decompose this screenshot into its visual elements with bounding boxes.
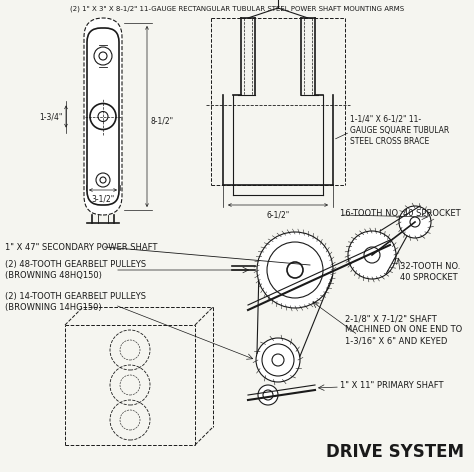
Text: 1" X 47" SECONDARY POWER SHAFT: 1" X 47" SECONDARY POWER SHAFT bbox=[5, 243, 157, 252]
Circle shape bbox=[96, 173, 110, 187]
Text: (2) 14-TOOTH GEARBELT PULLEYS
(BROWNING 14HG150): (2) 14-TOOTH GEARBELT PULLEYS (BROWNING … bbox=[5, 292, 146, 312]
Text: 2-1/8" X 7-1/2" SHAFT
MACHINED ON ONE END TO
1-3/16" X 6" AND KEYED: 2-1/8" X 7-1/2" SHAFT MACHINED ON ONE EN… bbox=[345, 314, 462, 346]
Circle shape bbox=[94, 47, 112, 65]
Text: DRIVE SYSTEM: DRIVE SYSTEM bbox=[326, 443, 464, 461]
Circle shape bbox=[348, 231, 396, 279]
Circle shape bbox=[364, 247, 380, 263]
Text: 8-1/2": 8-1/2" bbox=[151, 117, 174, 126]
Circle shape bbox=[267, 242, 323, 298]
Circle shape bbox=[257, 232, 333, 308]
Circle shape bbox=[410, 217, 420, 227]
FancyBboxPatch shape bbox=[87, 28, 119, 205]
Text: 16-TOOTH NO. 40 SPROCKET: 16-TOOTH NO. 40 SPROCKET bbox=[340, 209, 461, 218]
Circle shape bbox=[90, 103, 116, 129]
Text: 6-1/2": 6-1/2" bbox=[266, 210, 290, 219]
Text: 1-1/4" X 6-1/2" 11-
GAUGE SQUARE TUBULAR
STEEL CROSS BRACE: 1-1/4" X 6-1/2" 11- GAUGE SQUARE TUBULAR… bbox=[350, 114, 449, 145]
Circle shape bbox=[98, 111, 108, 121]
Circle shape bbox=[256, 338, 300, 382]
Circle shape bbox=[263, 390, 273, 400]
Circle shape bbox=[262, 344, 294, 376]
Circle shape bbox=[287, 262, 303, 278]
Text: 1-3/4": 1-3/4" bbox=[40, 112, 63, 121]
Circle shape bbox=[258, 385, 278, 405]
Text: 3-1/2": 3-1/2" bbox=[91, 194, 115, 203]
Circle shape bbox=[399, 206, 431, 238]
Text: 32-TOOTH NO.
40 SPROCKET: 32-TOOTH NO. 40 SPROCKET bbox=[400, 262, 460, 282]
Circle shape bbox=[100, 177, 106, 183]
Circle shape bbox=[272, 354, 284, 366]
FancyBboxPatch shape bbox=[84, 18, 122, 215]
Circle shape bbox=[99, 52, 107, 60]
Text: 1" X 11" PRIMARY SHAFT: 1" X 11" PRIMARY SHAFT bbox=[340, 380, 444, 389]
Text: (2) 48-TOOTH GEARBELT PULLEYS
(BROWNING 48HQ150): (2) 48-TOOTH GEARBELT PULLEYS (BROWNING … bbox=[5, 260, 146, 280]
Text: (2) 1" X 3" X 8-1/2" 11-GAUGE RECTANGULAR TUBULAR STEEL POWER SHAFT MOUNTING ARM: (2) 1" X 3" X 8-1/2" 11-GAUGE RECTANGULA… bbox=[70, 5, 404, 11]
